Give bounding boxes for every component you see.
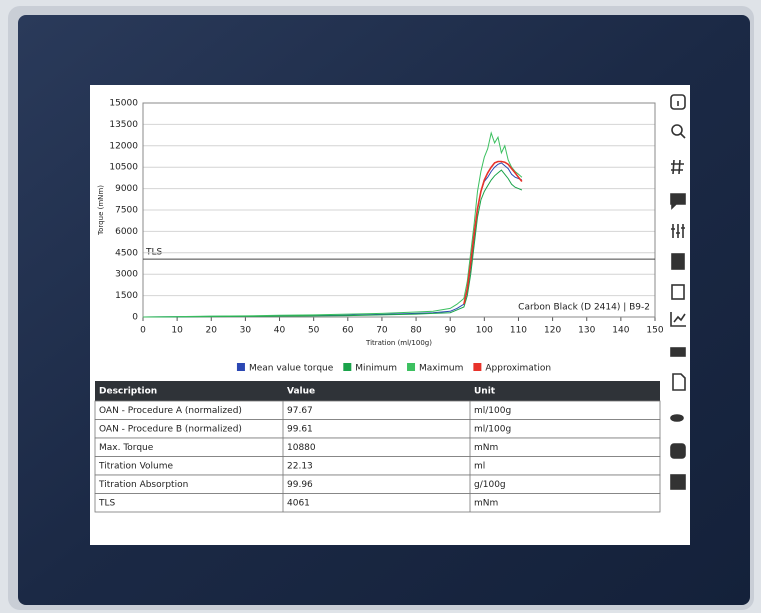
y-tick-label: 9000 — [115, 184, 138, 194]
plot-border — [142, 102, 656, 318]
info-icon[interactable] — [670, 94, 686, 110]
number-icon[interactable] — [671, 159, 684, 175]
legend-label: Mean value torque — [249, 364, 334, 374]
table-cell: 4061 — [287, 498, 310, 508]
y-tick-label: 10500 — [109, 163, 138, 173]
table-row — [94, 437, 661, 457]
x-tick-label: 130 — [578, 326, 595, 336]
table-cell: 10880 — [287, 443, 316, 453]
table-row — [94, 493, 661, 513]
table-cell: ml/100g — [474, 424, 511, 434]
table-cell: ml/100g — [474, 406, 511, 416]
y-tick-label: 3000 — [115, 270, 138, 280]
db-icon[interactable] — [670, 414, 684, 422]
y-axis-title: Torque (mNm) — [97, 185, 105, 236]
legend-label: Approximation — [485, 364, 551, 374]
table-cell: Max. Torque — [99, 443, 154, 453]
table-cell: mNm — [474, 443, 498, 453]
legend-swatch — [343, 363, 352, 371]
chart-icon[interactable] — [670, 312, 686, 327]
x-tick-label: 60 — [342, 326, 354, 336]
y-tick-label: 1500 — [115, 291, 138, 301]
legend-label: Minimum — [355, 364, 397, 374]
table-row — [94, 456, 661, 476]
table-cell: mNm — [474, 498, 498, 508]
table-cell: 97.67 — [287, 406, 313, 416]
header-cell: Description — [99, 387, 157, 397]
x-tick-label: 70 — [376, 326, 388, 336]
y-tick-label: 0 — [132, 313, 138, 323]
annotation: Carbon Black (D 2414) | B9-2 — [518, 303, 650, 313]
x-tick-label: 150 — [646, 326, 663, 336]
settings-icon[interactable] — [671, 224, 685, 238]
zoom-icon-handle — [680, 133, 686, 139]
print-icon[interactable] — [670, 347, 686, 357]
legend-swatch — [407, 363, 416, 371]
y-tick-label: 15000 — [109, 99, 138, 109]
table-cell: ml — [474, 461, 485, 471]
x-tick-label: 10 — [171, 326, 183, 336]
edit-icon[interactable] — [671, 284, 685, 300]
series-line — [463, 160, 523, 305]
legend-swatch — [236, 363, 245, 371]
back-icon[interactable] — [670, 443, 686, 459]
x-tick-label: 40 — [274, 326, 286, 336]
table-cell: 99.96 — [287, 480, 313, 490]
table-cell: OAN - Procedure A (normalized) — [99, 406, 242, 416]
x-tick-label: 80 — [410, 326, 422, 336]
header-cell: Value — [287, 387, 315, 397]
x-tick-label: 110 — [510, 326, 527, 336]
y-tick-label: 6000 — [115, 227, 138, 237]
x-tick-label: 100 — [476, 326, 493, 336]
zoom-icon[interactable] — [671, 124, 683, 136]
x-tick-label: 0 — [140, 326, 146, 336]
series-line — [142, 131, 523, 318]
export-icon[interactable] — [672, 373, 686, 391]
x-axis-title: Titration (ml/100g) — [365, 339, 432, 347]
table-cell: g/100g — [474, 480, 506, 490]
y-tick-label: 7500 — [115, 206, 138, 216]
table-header — [95, 381, 660, 401]
table-cell: Titration Absorption — [98, 480, 188, 490]
comment-icon[interactable] — [670, 193, 686, 210]
calc-icon[interactable] — [671, 253, 685, 270]
table-cell: 99.61 — [287, 424, 313, 434]
x-tick-label: 30 — [240, 326, 252, 336]
grid-icon[interactable] — [670, 474, 686, 490]
x-tick-label: 140 — [612, 326, 629, 336]
toolbar — [670, 94, 686, 490]
y-tick-label: 12000 — [109, 141, 138, 151]
legend-label: Maximum — [419, 364, 463, 374]
header-cell: Unit — [474, 387, 496, 397]
x-tick-label: 90 — [444, 326, 456, 336]
table-cell: TLS — [98, 498, 116, 508]
x-tick-label: 20 — [206, 326, 218, 336]
x-tick-label: 120 — [544, 326, 561, 336]
legend-swatch — [473, 363, 482, 371]
table-cell: 22.13 — [287, 461, 313, 471]
y-tick-label: 4500 — [115, 248, 138, 258]
y-tick-label: 13500 — [109, 120, 138, 130]
table-cell: OAN - Procedure B (normalized) — [99, 424, 242, 434]
series-line — [142, 169, 523, 318]
table-cell: Titration Volume — [98, 461, 174, 471]
x-tick-label: 50 — [308, 326, 320, 336]
